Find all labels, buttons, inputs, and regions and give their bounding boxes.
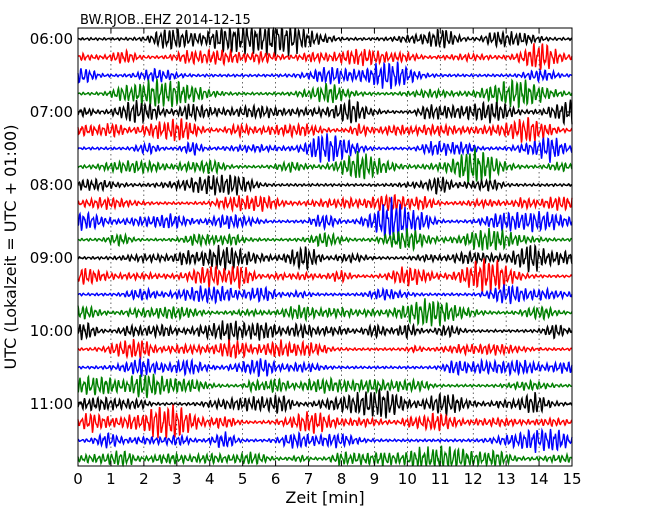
x-tick-label: 4 bbox=[205, 470, 215, 488]
trace-6 bbox=[77, 117, 573, 143]
trace-14 bbox=[77, 258, 573, 294]
trace-22 bbox=[77, 404, 573, 441]
y-tick-label: 07:00 bbox=[30, 103, 73, 121]
trace-2 bbox=[77, 43, 573, 71]
x-tick-label: 2 bbox=[139, 470, 149, 488]
x-tick-label: 5 bbox=[238, 470, 248, 488]
trace-7 bbox=[77, 133, 573, 163]
trace-21 bbox=[77, 387, 573, 419]
seismic-traces bbox=[77, 26, 573, 468]
plot-frame bbox=[77, 27, 573, 467]
trace-18 bbox=[77, 338, 573, 360]
trace-10 bbox=[77, 193, 573, 213]
x-tick-label: 3 bbox=[172, 470, 182, 488]
x-tick-label: 13 bbox=[497, 470, 516, 488]
trace-11 bbox=[77, 196, 573, 242]
x-tick-label: 8 bbox=[337, 470, 347, 488]
y-tick-label: 06:00 bbox=[30, 30, 73, 48]
y-tick-label: 08:00 bbox=[30, 176, 73, 194]
trace-17 bbox=[77, 320, 573, 343]
x-axis-ticks: 0 1 2 3 4 5 6 7 8 9 10 11 12 13 14 15 bbox=[73, 28, 582, 488]
trace-19 bbox=[77, 356, 573, 378]
trace-3 bbox=[77, 61, 573, 90]
y-axis-label: UTC (Lokalzeit = UTC + 01:00) bbox=[1, 125, 20, 370]
x-tick-label: 12 bbox=[464, 470, 483, 488]
x-tick-label: 9 bbox=[370, 470, 380, 488]
x-axis-label: Zeit [min] bbox=[285, 488, 364, 507]
chart-title: BW.RJOB..EHZ 2014-12-15 bbox=[80, 13, 251, 28]
trace-4 bbox=[77, 78, 573, 109]
x-tick-label: 10 bbox=[398, 470, 417, 488]
trace-15 bbox=[77, 284, 573, 305]
trace-20 bbox=[77, 373, 573, 399]
y-tick-label: 10:00 bbox=[30, 322, 73, 340]
y-axis-ticks: 06:00 07:00 08:00 09:00 10:00 11:00 bbox=[30, 30, 572, 413]
trace-1 bbox=[77, 26, 573, 58]
trace-13 bbox=[77, 243, 573, 273]
y-tick-label: 11:00 bbox=[30, 395, 73, 413]
x-tick-label: 15 bbox=[562, 470, 581, 488]
x-tick-label: 1 bbox=[106, 470, 116, 488]
trace-12 bbox=[77, 227, 573, 253]
trace-5 bbox=[77, 99, 573, 127]
x-tick-label: 6 bbox=[271, 470, 281, 488]
trace-16 bbox=[77, 298, 573, 327]
trace-24 bbox=[77, 445, 573, 468]
x-tick-label: 11 bbox=[431, 470, 450, 488]
x-tick-label: 0 bbox=[73, 470, 83, 488]
trace-23 bbox=[77, 427, 573, 453]
x-tick-label: 14 bbox=[530, 470, 549, 488]
trace-8 bbox=[77, 147, 573, 185]
x-tick-label: 7 bbox=[304, 470, 314, 488]
y-tick-label: 09:00 bbox=[30, 249, 73, 267]
trace-9 bbox=[77, 174, 573, 196]
